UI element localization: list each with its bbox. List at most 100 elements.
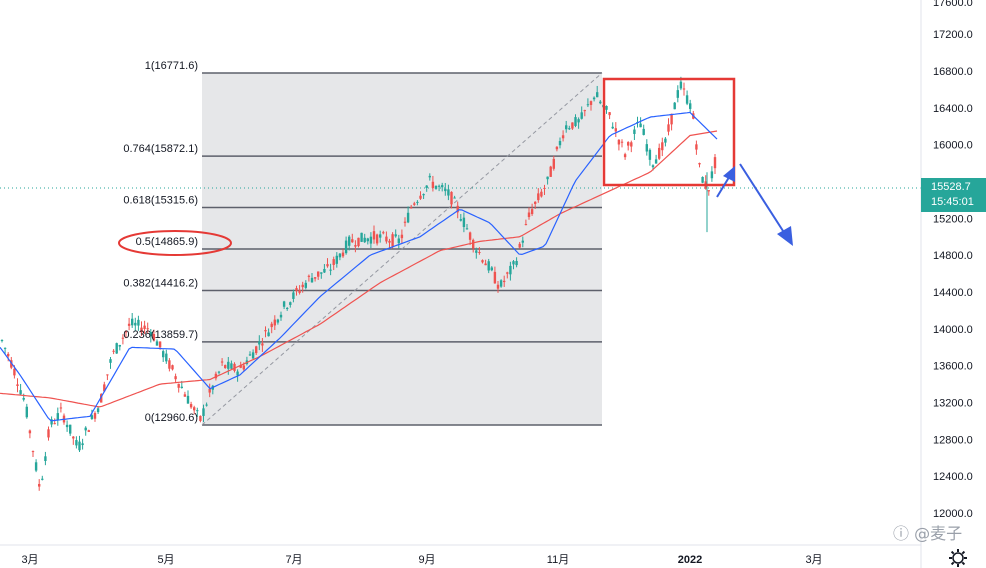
- price-label: 13600.0: [933, 361, 973, 373]
- price-label: 12400.0: [933, 471, 973, 483]
- candle-body: [527, 212, 531, 218]
- candle-body: [456, 205, 459, 213]
- time-label: 7月: [285, 554, 302, 566]
- time-label: 11月: [547, 554, 569, 566]
- candle-body: [152, 333, 156, 341]
- gear-icon[interactable]: [948, 548, 968, 568]
- candle-body: [608, 112, 611, 116]
- candle-body: [599, 101, 602, 104]
- candle-body: [34, 462, 38, 471]
- candle-body: [13, 368, 16, 376]
- candle-body: [589, 101, 593, 105]
- candle-body: [137, 319, 140, 326]
- candle-body: [31, 451, 35, 453]
- candle-body: [472, 239, 475, 249]
- candle-body: [475, 250, 478, 253]
- candle-body: [685, 95, 689, 104]
- price-label: 14000.0: [933, 324, 973, 336]
- fib-labels: 1(16771.6) 0.764(15872.1) 0.618(15315.6) 0.…: [123, 60, 198, 424]
- candle-body: [335, 255, 338, 264]
- candle-body: [261, 343, 264, 346]
- candle-body: [329, 269, 332, 271]
- candle-body: [193, 407, 196, 411]
- candle-body: [78, 441, 81, 451]
- candle-body: [565, 125, 568, 130]
- candle-body: [264, 330, 267, 332]
- candle-body: [220, 361, 224, 363]
- candle-body: [682, 88, 686, 90]
- candle-body: [633, 129, 636, 134]
- candle-body: [360, 232, 363, 242]
- candle-body: [468, 232, 472, 240]
- candle-body: [642, 128, 645, 135]
- time-label: 3月: [21, 554, 38, 566]
- candle-body: [444, 188, 447, 192]
- candle-body: [236, 371, 239, 376]
- candle-body: [3, 347, 7, 349]
- time-label: 3月: [805, 554, 822, 566]
- price-axis[interactable]: 17600.017200.016800.016400.016000.015600…: [933, 0, 973, 520]
- price-label: 12000.0: [933, 508, 973, 520]
- candle-body: [605, 106, 608, 110]
- candle-body: [673, 102, 676, 110]
- candle-body: [670, 113, 673, 125]
- candle-body: [394, 234, 397, 237]
- candle-body: [611, 126, 614, 129]
- watermark-logo: ⓘ @麦子: [893, 524, 963, 543]
- candle-body: [710, 171, 714, 179]
- candle-body: [174, 376, 177, 380]
- candle-body: [25, 406, 28, 418]
- candle-body: [679, 81, 683, 89]
- candle-body: [41, 478, 44, 480]
- candle-body: [661, 142, 664, 151]
- candle-body: [558, 140, 562, 146]
- candle-body: [574, 117, 577, 126]
- candle-body: [56, 413, 59, 420]
- candle-body: [273, 319, 276, 326]
- candle-body: [242, 365, 245, 370]
- down-arrow: [739, 163, 793, 246]
- candle-body: [44, 456, 47, 462]
- time-axis[interactable]: 3月 5月 7月 9月 11月 2022 3月: [21, 554, 822, 566]
- candle-body: [317, 271, 320, 277]
- current-price-tag: 15528.7 15:45:01: [921, 178, 986, 212]
- candle-body: [96, 408, 100, 413]
- candle-body: [577, 119, 580, 123]
- price-label: 13200.0: [933, 398, 973, 410]
- candle-body: [47, 429, 50, 438]
- candle-body: [140, 327, 143, 333]
- candle-body: [580, 112, 583, 119]
- candle-body: [586, 104, 590, 106]
- candle-body: [7, 353, 10, 357]
- candle-body: [549, 166, 552, 177]
- candle-body: [90, 415, 94, 419]
- candle-body: [93, 413, 97, 419]
- candle-body: [214, 373, 218, 379]
- price-label: 14800.0: [933, 250, 973, 262]
- candle-body: [344, 240, 348, 254]
- candle-body: [645, 144, 648, 152]
- candle-body: [506, 272, 509, 274]
- candle-body: [282, 301, 286, 307]
- candle-body: [205, 404, 208, 406]
- time-label: 5月: [157, 554, 174, 566]
- candle-body: [286, 307, 289, 309]
- candle-body: [87, 430, 90, 432]
- candle-body: [109, 359, 112, 363]
- candle-body: [518, 243, 521, 248]
- candle-body: [406, 212, 410, 223]
- candle-body: [292, 292, 295, 299]
- candle-body: [38, 483, 41, 487]
- candle-body: [388, 240, 391, 243]
- candle-body: [16, 384, 19, 386]
- candle-body: [295, 288, 298, 291]
- candle-body: [583, 110, 586, 112]
- candle-body: [478, 252, 481, 254]
- candle-body: [400, 234, 404, 239]
- candle-body: [481, 260, 484, 263]
- candle-body: [298, 290, 301, 293]
- candle-body: [592, 97, 596, 100]
- candle-body: [385, 236, 388, 242]
- candle-body: [267, 332, 270, 337]
